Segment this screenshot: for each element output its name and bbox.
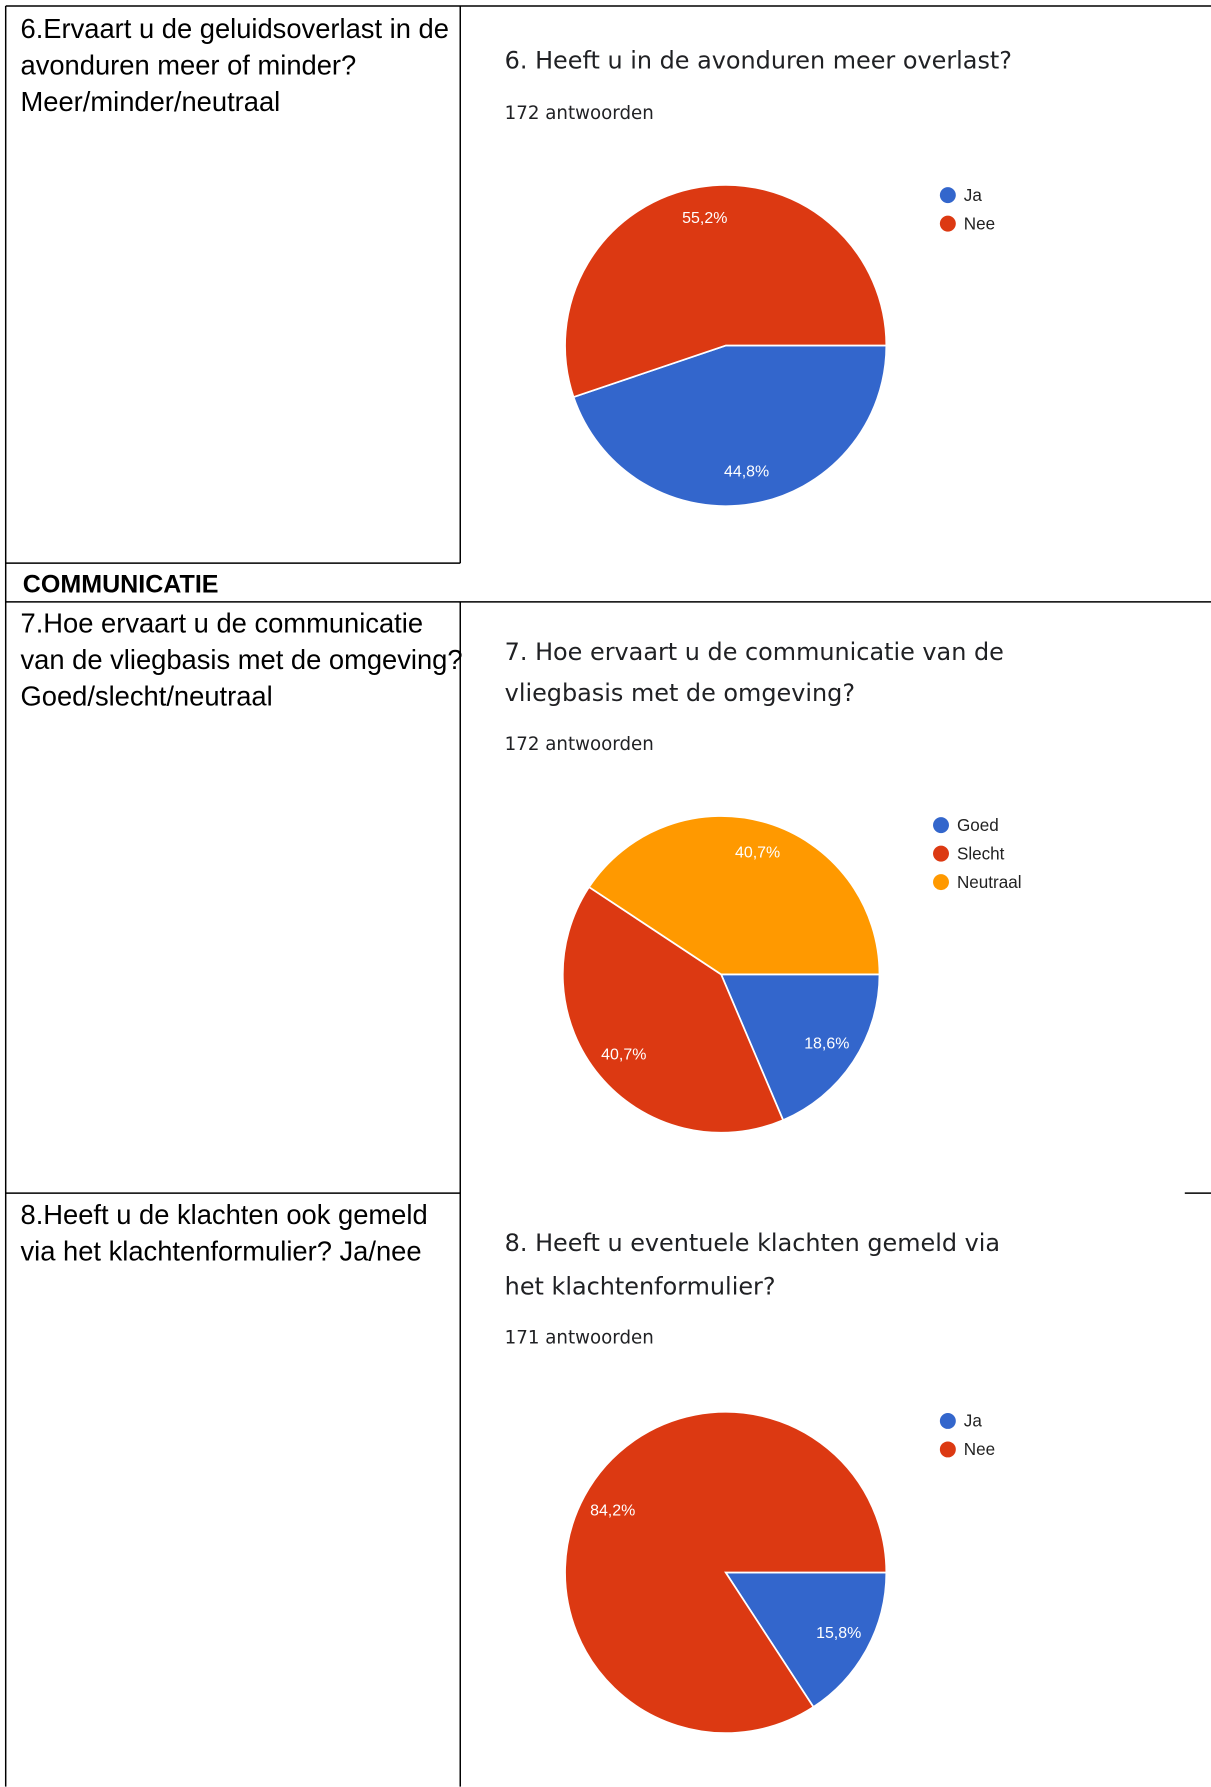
slice-label: 55,2% [682, 210, 727, 227]
chart-title: het klachtenformulier? [505, 1273, 776, 1301]
legend-swatch [933, 817, 949, 834]
legend-label: Nee [964, 1440, 995, 1459]
question-text: via het klachtenformulier? Ja/nee [21, 1235, 422, 1266]
slice-label: 15,8% [816, 1625, 861, 1642]
question-text: 6.Ervaart u de geluidsoverlast in de [21, 13, 449, 44]
chart-title: 8. Heeft u eventuele klachten gemeld via [505, 1229, 1000, 1257]
question-text: Goed/slecht/neutraal [21, 681, 273, 712]
legend-swatch [939, 1412, 956, 1429]
legend-swatch [939, 187, 956, 204]
question-text: Meer/minder/neutraal [21, 86, 281, 117]
pie-slice [724, 1571, 888, 1709]
legend-swatch [939, 215, 956, 232]
pie-slice [561, 885, 785, 1134]
question-text: avonduren meer of minder? [21, 49, 357, 80]
chart-title: vliegbasis met de omgeving? [505, 679, 855, 707]
legend-label: Goed [957, 816, 999, 835]
legend-label: Nee [964, 214, 995, 233]
chart-title: 7. Hoe ervaart u de communicatie van de [505, 638, 1004, 666]
chart-title: 6. Heeft u in de avonduren meer overlast… [505, 47, 1012, 75]
legend-swatch [933, 845, 949, 862]
slice-label: 40,7% [735, 844, 780, 861]
slice-label: 44,8% [724, 464, 769, 481]
pie-slice [719, 973, 881, 1122]
pie-slice [564, 1410, 888, 1734]
legend-label: Slecht [957, 844, 1005, 863]
legend-label: Neutraal [957, 873, 1022, 892]
question-text: 7.Hoe ervaart u de communicatie [21, 608, 424, 639]
section-heading: COMMUNICATIE [23, 571, 219, 599]
legend-label: Ja [964, 186, 983, 205]
slice-label: 18,6% [804, 1035, 849, 1052]
question-text: van de vliegbasis met de omgeving? [21, 644, 463, 675]
legend-label: Ja [964, 1412, 983, 1431]
question-text: 8.Heeft u de klachten ook gemeld [21, 1199, 428, 1230]
legend-swatch [933, 874, 949, 891]
chart-subtitle: 172 antwoorden [505, 734, 654, 755]
chart-subtitle: 171 antwoorden [505, 1327, 654, 1348]
chart-subtitle: 172 antwoorden [505, 103, 654, 124]
legend-swatch [939, 1441, 956, 1458]
pie-slice [587, 815, 881, 976]
slice-label: 84,2% [590, 1502, 635, 1519]
pie-slice [572, 344, 888, 508]
pie-slice [564, 184, 888, 399]
slice-label: 40,7% [601, 1047, 646, 1064]
